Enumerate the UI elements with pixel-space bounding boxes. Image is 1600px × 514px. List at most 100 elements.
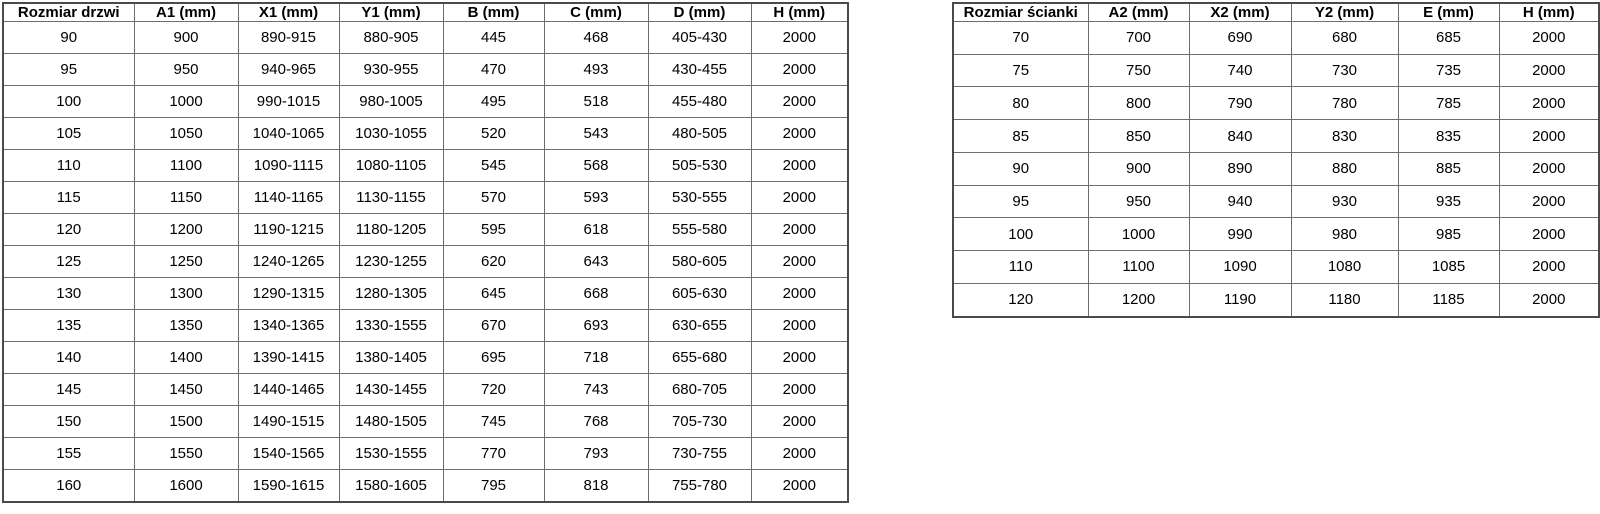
column-header: B (mm): [442, 2, 545, 22]
table-cell: 1500: [133, 404, 239, 438]
table-cell: 405-430: [647, 21, 752, 54]
table-cell: 2000: [1498, 53, 1600, 88]
table-cell: 580-605: [647, 244, 752, 278]
table-cell: 145: [2, 372, 135, 406]
table-cell: 2000: [750, 148, 849, 182]
table-cell: 2000: [750, 308, 849, 342]
table-cell: 518: [543, 84, 649, 118]
table-row: 110 1100 1090 1080 1085 2000: [952, 250, 1600, 284]
column-header: A2 (mm): [1087, 2, 1190, 22]
table-cell: 618: [543, 212, 649, 246]
table-cell: 140: [2, 340, 135, 374]
table-cell: 1600: [133, 468, 239, 503]
table-cell: 1000: [1087, 217, 1190, 252]
table-cell: 835: [1397, 119, 1500, 153]
table-cell: 1340-1365: [237, 308, 340, 342]
table-row: 90 900 890-915 880-905 445 468 405-430 2000: [2, 21, 849, 54]
table-cell: 90: [2, 21, 135, 54]
table-cell: 110: [952, 250, 1089, 284]
table-cell: 470: [442, 52, 545, 86]
table-row: 130 1300 1290-1315 1280-1305 645 668 605-630 20…: [2, 276, 849, 310]
table-cell: 980: [1290, 217, 1399, 252]
table-cell: 2000: [1498, 86, 1600, 121]
header-row: Rozmiar drzwi A1 (mm) X1 (mm) Y1 (mm) B (mm)…: [2, 2, 849, 22]
table-row: 100 1000 990 980 985 2000: [952, 217, 1600, 252]
table-cell: 1040-1065: [237, 116, 340, 150]
table-cell: 830: [1290, 119, 1399, 153]
table-cell: 1380-1405: [338, 340, 444, 374]
table-cell: 495: [442, 84, 545, 118]
table-cell: 1130-1155: [338, 180, 444, 214]
table-cell: 2000: [750, 212, 849, 246]
table-cell: 2000: [1498, 151, 1600, 186]
table-cell: 100: [952, 217, 1089, 252]
table-cell: 850: [1087, 119, 1190, 153]
table-cell: 2000: [750, 404, 849, 438]
table-row: 115 1150 1140-1165 1130-1155 570 593 530-555 20…: [2, 180, 849, 214]
table-cell: 680-705: [647, 372, 752, 406]
column-header: X2 (mm): [1188, 2, 1292, 22]
table-row: 120 1200 1190 1180 1185 2000: [952, 282, 1600, 318]
table-row: 155 1550 1540-1565 1530-1555 770 793 730-755 20…: [2, 436, 849, 470]
table-cell: 2000: [750, 116, 849, 150]
table-cell: 695: [442, 340, 545, 374]
table-cell: 605-630: [647, 276, 752, 310]
table-cell: 1440-1465: [237, 372, 340, 406]
table-row: 75 750 740 730 735 2000: [952, 53, 1600, 88]
table-cell: 890: [1188, 151, 1292, 186]
table-cell: 1480-1505: [338, 404, 444, 438]
table-row: 125 1250 1240-1265 1230-1255 620 643 580-605 20…: [2, 244, 849, 278]
table-cell: 1185: [1397, 282, 1500, 318]
wall-size-table: Rozmiar ścianki A2 (mm) X2 (mm) Y2 (mm) E (m…: [952, 2, 1600, 318]
table-row: 120 1200 1190-1215 1180-1205 595 618 555-580 20…: [2, 212, 849, 246]
table-cell: 2000: [750, 180, 849, 214]
table-cell: 505-530: [647, 148, 752, 182]
column-header: X1 (mm): [237, 2, 340, 22]
table-cell: 768: [543, 404, 649, 438]
table-cell: 940: [1188, 184, 1292, 219]
table-cell: 1490-1515: [237, 404, 340, 438]
table-cell: 755-780: [647, 468, 752, 503]
table-cell: 740: [1188, 53, 1292, 88]
table-cell: 468: [543, 21, 649, 54]
table-cell: 750: [1087, 53, 1190, 88]
table-cell: 120: [2, 212, 135, 246]
table-cell: 595: [442, 212, 545, 246]
table-cell: 115: [2, 180, 135, 214]
table-cell: 1240-1265: [237, 244, 340, 278]
table-row: 140 1400 1390-1415 1380-1405 695 718 655-680 20…: [2, 340, 849, 374]
table-cell: 900: [133, 21, 239, 54]
table-cell: 935: [1397, 184, 1500, 219]
table-cell: 655-680: [647, 340, 752, 374]
table-cell: 2000: [750, 244, 849, 278]
table-cell: 1180: [1290, 282, 1399, 318]
table-cell: 1050: [133, 116, 239, 150]
column-header: A1 (mm): [133, 2, 239, 22]
table-row: 135 1350 1340-1365 1330-1555 670 693 630-655 20…: [2, 308, 849, 342]
table-cell: 570: [442, 180, 545, 214]
table-cell: 2000: [750, 52, 849, 86]
table-cell: 130: [2, 276, 135, 310]
table-cell: 770: [442, 436, 545, 470]
table-cell: 135: [2, 308, 135, 342]
table-cell: 1580-1605: [338, 468, 444, 503]
table-cell: 700: [1087, 21, 1190, 55]
table-cell: 80: [952, 86, 1089, 121]
table-cell: 880-905: [338, 21, 444, 54]
table-cell: 150: [2, 404, 135, 438]
column-header: Rozmiar ścianki: [952, 2, 1089, 22]
table-cell: 2000: [750, 276, 849, 310]
table-cell: 693: [543, 308, 649, 342]
door-table-header: Rozmiar drzwi A1 (mm) X1 (mm) Y1 (mm) B (mm)…: [2, 2, 849, 22]
table-cell: 95: [952, 184, 1089, 219]
table-cell: 493: [543, 52, 649, 86]
table-cell: 1180-1205: [338, 212, 444, 246]
table-row: 95 950 940-965 930-955 470 493 430-455 2000: [2, 52, 849, 86]
table-cell: 990: [1188, 217, 1292, 252]
table-row: 70 700 690 680 685 2000: [952, 21, 1600, 55]
table-cell: 100: [2, 84, 135, 118]
table-cell: 620: [442, 244, 545, 278]
table-cell: 670: [442, 308, 545, 342]
table-cell: 730-755: [647, 436, 752, 470]
table-cell: 720: [442, 372, 545, 406]
